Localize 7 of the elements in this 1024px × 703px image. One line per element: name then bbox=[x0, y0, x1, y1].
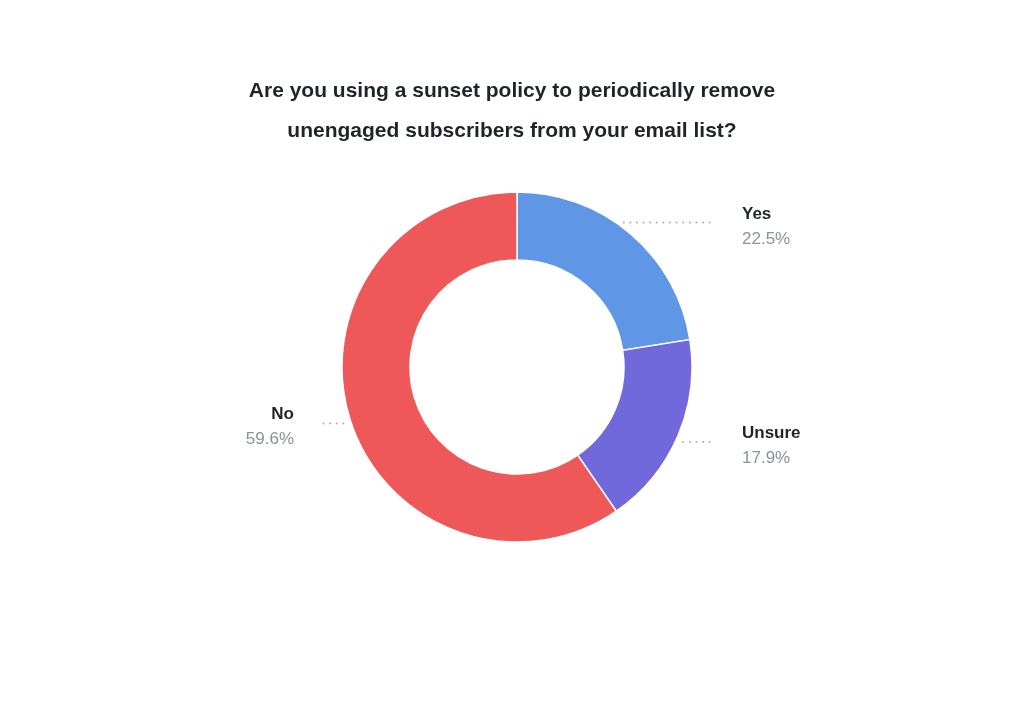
slice-label: No bbox=[271, 404, 294, 424]
data-label: 59.6% bbox=[245, 429, 294, 449]
slice-label: Yes bbox=[742, 203, 772, 223]
data-label: 22.5% bbox=[742, 228, 791, 248]
data-label: 17.9% bbox=[742, 447, 791, 467]
slice-label: Unsure bbox=[742, 422, 801, 442]
chart-title: Are you using a sunset policy to periodically remove unengaged subscribers from your email list? bbox=[247, 77, 777, 143]
